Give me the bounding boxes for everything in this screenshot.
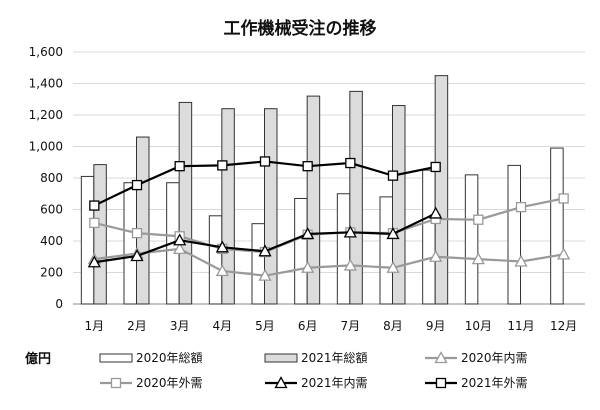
series-point <box>429 206 443 219</box>
series-point <box>89 200 100 211</box>
series-point <box>343 258 357 271</box>
series-point <box>173 233 187 246</box>
bars <box>80 75 564 305</box>
legend-swatch <box>99 353 133 363</box>
bar-2020-total <box>294 197 308 305</box>
series-point <box>301 260 315 273</box>
x-tick-label: 2月 <box>127 319 147 333</box>
y-tick-label: 1,200 <box>29 108 63 122</box>
series-point <box>217 160 228 171</box>
series-line <box>94 247 564 277</box>
bar-2021-total <box>136 136 150 305</box>
y-tick-label: 1,400 <box>29 77 63 91</box>
y-tick-label: 200 <box>40 266 63 280</box>
x-tick-label: 11月 <box>507 319 534 333</box>
bar-2020-total <box>336 193 351 305</box>
x-tick-label: 12月 <box>550 319 577 333</box>
series-point <box>302 161 313 172</box>
bar-2021-total <box>178 101 193 305</box>
bar-2021-total <box>434 75 449 305</box>
series-point <box>345 157 356 169</box>
unit-label: 億円 <box>25 351 51 367</box>
legend-swatch <box>264 353 298 363</box>
bar-2020-total <box>422 169 436 305</box>
bar-2020-total <box>550 147 564 305</box>
legend-label: 2020年内需 <box>461 351 528 365</box>
series-point <box>259 156 271 167</box>
series-point <box>215 264 229 277</box>
series-point <box>174 161 185 172</box>
legend: 2020年総額 2021年総額 2020年内需 2020年外需 2021年内需 2021年… <box>99 351 528 390</box>
x-tick-label: 6月 <box>298 319 318 333</box>
series-lines <box>87 156 571 281</box>
bar-2021-total <box>349 90 363 305</box>
series-point <box>386 260 400 273</box>
y-tick-label: 400 <box>40 234 63 248</box>
series-point <box>130 249 144 262</box>
series-point <box>131 179 143 191</box>
bar-2020-total <box>80 175 95 305</box>
series-point <box>557 247 571 260</box>
series-point <box>258 244 272 257</box>
series-point <box>473 214 484 225</box>
series-point <box>558 193 569 204</box>
legend-label: 2021年外需 <box>461 376 528 390</box>
y-tick-label: 1,600 <box>29 45 63 59</box>
x-tick-label: 3月 <box>170 319 190 333</box>
bar-2021-total <box>392 105 406 305</box>
y-axis-ticks: 0 200 400 600 800 1,000 1,200 1,400 1,600 <box>29 45 63 311</box>
series-point <box>215 240 229 253</box>
series-point <box>430 161 441 173</box>
x-tick-label: 10月 <box>465 319 492 333</box>
series-point <box>343 225 357 238</box>
bar-2021-total <box>306 95 321 305</box>
series-point <box>301 227 315 240</box>
y-tick-label: 600 <box>40 203 63 217</box>
series-point <box>387 170 399 181</box>
chart-title: 工作機械受注の推移 <box>224 18 377 39</box>
x-tick-label: 8月 <box>383 319 403 333</box>
y-tick-label: 0 <box>55 297 63 311</box>
series-line <box>94 197 564 254</box>
series-point <box>173 242 187 255</box>
legend-marker <box>274 376 288 389</box>
x-axis-ticks: 1月 2月 3月 4月 5月 6月 7月 8月 9月 10月 11月 12月 <box>85 319 578 333</box>
x-tick-label: 4月 <box>213 319 233 333</box>
series-point <box>131 227 143 239</box>
series-point <box>514 254 528 267</box>
legend-label: 2021年総額 <box>301 351 368 365</box>
legend-marker <box>434 351 448 364</box>
grid-lines <box>73 51 585 305</box>
x-tick-label: 5月 <box>255 319 275 333</box>
x-tick-label: 7月 <box>341 319 361 333</box>
y-tick-label: 1,000 <box>29 140 63 154</box>
legend-marker <box>110 377 122 389</box>
bar-2021-total <box>221 108 235 305</box>
series-point <box>471 252 485 265</box>
series-point <box>258 268 272 281</box>
legend-marker <box>435 377 447 389</box>
legend-label: 2020年外需 <box>136 376 203 390</box>
series-point <box>429 249 443 262</box>
bar-2021-total <box>93 164 107 305</box>
bar-2020-total <box>464 174 479 305</box>
bar-2020-total <box>208 215 223 305</box>
series-point <box>89 217 100 229</box>
x-tick-label: 1月 <box>85 319 105 333</box>
series-point <box>386 227 400 240</box>
bar-2020-total <box>251 223 265 305</box>
series-point <box>515 201 527 213</box>
y-tick-label: 800 <box>40 171 63 185</box>
legend-label: 2020年総額 <box>136 351 203 365</box>
bar-2020-total <box>123 182 137 305</box>
bar-2020-total <box>507 164 521 305</box>
legend-label: 2021年内需 <box>301 376 368 390</box>
bar-2020-total <box>379 196 393 305</box>
x-tick-label: 9月 <box>426 319 446 333</box>
series-point <box>87 255 101 268</box>
